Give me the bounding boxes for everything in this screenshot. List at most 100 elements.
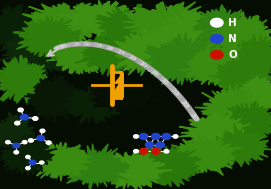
Circle shape	[164, 149, 169, 153]
Circle shape	[40, 161, 44, 164]
Polygon shape	[145, 32, 225, 85]
Polygon shape	[209, 52, 271, 102]
Ellipse shape	[157, 75, 167, 83]
Polygon shape	[115, 29, 189, 78]
Polygon shape	[27, 142, 92, 181]
Ellipse shape	[168, 85, 178, 93]
Polygon shape	[195, 84, 263, 135]
Polygon shape	[0, 55, 47, 105]
Polygon shape	[0, 26, 64, 81]
Ellipse shape	[149, 68, 159, 76]
Polygon shape	[46, 35, 111, 74]
Circle shape	[33, 117, 38, 120]
Ellipse shape	[53, 44, 66, 50]
Circle shape	[156, 142, 164, 148]
Polygon shape	[179, 45, 247, 89]
Ellipse shape	[72, 42, 86, 46]
Ellipse shape	[80, 42, 94, 46]
Circle shape	[139, 133, 148, 139]
Ellipse shape	[140, 62, 151, 69]
Ellipse shape	[59, 43, 72, 48]
Ellipse shape	[163, 80, 172, 88]
Polygon shape	[88, 152, 172, 189]
Ellipse shape	[107, 46, 120, 52]
Circle shape	[139, 148, 148, 154]
Ellipse shape	[86, 42, 100, 47]
Circle shape	[6, 141, 10, 144]
Circle shape	[28, 139, 33, 142]
Ellipse shape	[66, 42, 80, 47]
Polygon shape	[164, 135, 241, 175]
Ellipse shape	[189, 109, 197, 118]
Ellipse shape	[104, 45, 117, 51]
Circle shape	[146, 142, 154, 148]
Ellipse shape	[101, 45, 114, 50]
Circle shape	[151, 148, 160, 154]
Ellipse shape	[173, 91, 182, 99]
Ellipse shape	[179, 97, 188, 105]
Ellipse shape	[186, 106, 195, 115]
Ellipse shape	[143, 64, 153, 71]
Polygon shape	[90, 74, 159, 112]
Polygon shape	[59, 144, 129, 189]
Text: O: O	[228, 50, 237, 60]
Ellipse shape	[64, 42, 77, 47]
Ellipse shape	[181, 100, 190, 108]
Ellipse shape	[116, 49, 128, 56]
Ellipse shape	[184, 103, 192, 112]
Polygon shape	[22, 3, 115, 47]
Polygon shape	[208, 123, 271, 167]
Ellipse shape	[110, 47, 122, 53]
Text: N: N	[228, 34, 237, 44]
Ellipse shape	[171, 88, 180, 96]
Ellipse shape	[128, 55, 139, 62]
Ellipse shape	[125, 53, 137, 60]
Ellipse shape	[56, 44, 69, 49]
Ellipse shape	[191, 113, 199, 122]
Ellipse shape	[98, 44, 111, 49]
Circle shape	[46, 141, 51, 144]
Polygon shape	[222, 101, 271, 145]
Circle shape	[211, 34, 223, 43]
Ellipse shape	[165, 82, 175, 91]
Ellipse shape	[151, 70, 162, 78]
Circle shape	[162, 133, 171, 139]
Circle shape	[211, 18, 223, 27]
Polygon shape	[95, 5, 182, 53]
Circle shape	[37, 135, 44, 141]
Polygon shape	[209, 12, 271, 61]
Circle shape	[40, 129, 45, 132]
Polygon shape	[24, 75, 83, 122]
Ellipse shape	[131, 56, 142, 64]
Polygon shape	[0, 112, 36, 154]
Circle shape	[21, 115, 28, 120]
Circle shape	[134, 149, 138, 153]
Circle shape	[18, 108, 23, 112]
Polygon shape	[13, 15, 82, 60]
Polygon shape	[241, 76, 271, 114]
Circle shape	[29, 160, 36, 165]
Ellipse shape	[69, 42, 83, 46]
Ellipse shape	[137, 60, 148, 67]
Ellipse shape	[160, 77, 170, 85]
Circle shape	[14, 151, 18, 154]
Polygon shape	[0, 132, 57, 176]
Circle shape	[26, 156, 30, 159]
Ellipse shape	[113, 48, 125, 54]
Polygon shape	[75, 30, 147, 76]
Circle shape	[134, 135, 138, 138]
Ellipse shape	[75, 42, 88, 46]
Ellipse shape	[61, 43, 74, 48]
Polygon shape	[151, 6, 237, 65]
Polygon shape	[116, 145, 201, 187]
Circle shape	[26, 167, 30, 170]
Polygon shape	[111, 73, 123, 97]
Ellipse shape	[83, 42, 97, 47]
Ellipse shape	[122, 52, 134, 59]
Ellipse shape	[146, 66, 156, 73]
Text: H: H	[228, 18, 237, 28]
Circle shape	[151, 133, 160, 139]
Ellipse shape	[89, 42, 102, 47]
Ellipse shape	[119, 51, 131, 57]
Ellipse shape	[176, 94, 185, 102]
